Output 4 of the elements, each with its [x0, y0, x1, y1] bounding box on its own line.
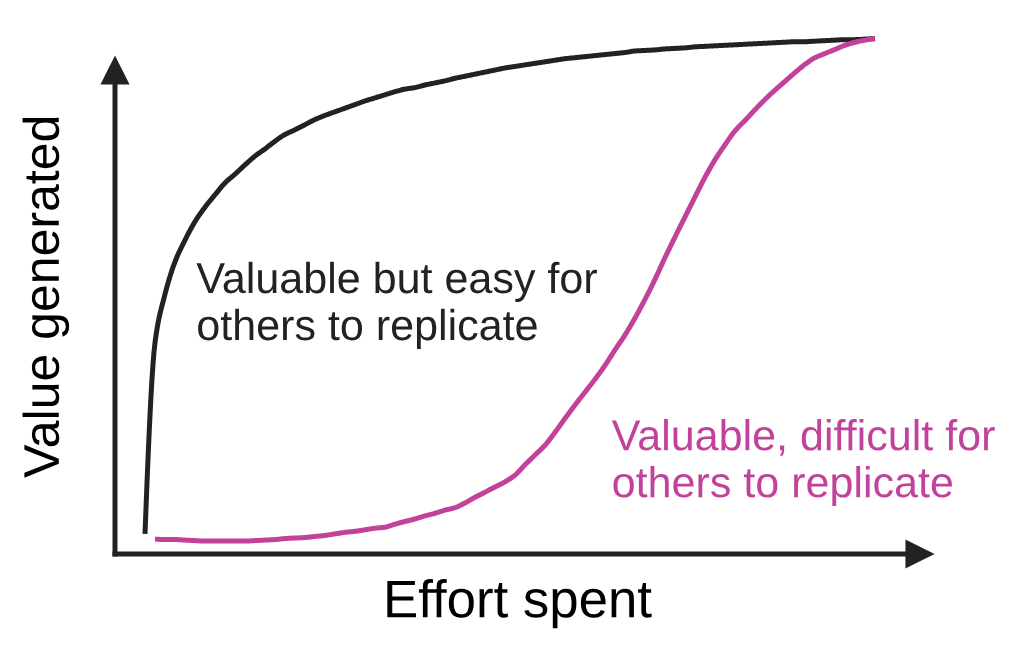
x-axis-title: Effort spent [387, 579, 652, 629]
series-label: Valuable, difficult for others to replicate [611, 418, 995, 507]
series-label: Valuable but easy for others to replicate [196, 261, 597, 349]
y-axis-title: Value generated [22, 117, 70, 478]
